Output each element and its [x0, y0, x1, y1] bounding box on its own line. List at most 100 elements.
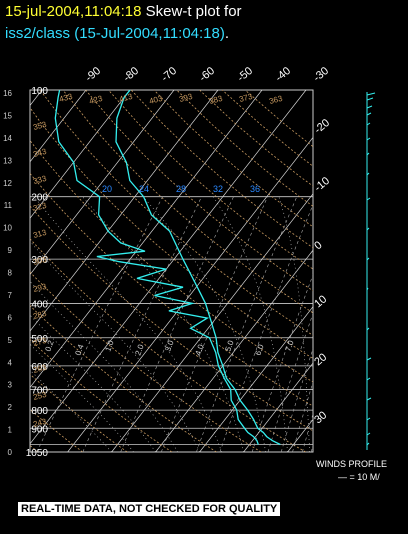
dry-adiabat-label: 373 [238, 92, 254, 104]
right-temperature-label: -10 [312, 175, 332, 194]
height-tick-label: 4 [8, 358, 13, 367]
wind-barb [366, 287, 369, 291]
wind-barb [366, 417, 371, 421]
moist-adiabat-line [30, 240, 200, 452]
moist-adiabat-label: 2.0 [133, 343, 145, 357]
winds-profile-label: WINDS PROFILE [316, 459, 388, 469]
height-tick-label: 0 [8, 448, 13, 457]
title-text: Skew-t plot for [145, 3, 242, 20]
dry-adiabat-line [30, 305, 217, 452]
dry-adiabat-label: 253 [32, 390, 48, 402]
pressure-tick-label: 100 [31, 86, 48, 97]
right-temperature-label: 0 [312, 239, 324, 252]
top-temperature-label: -40 [273, 65, 293, 84]
height-tick-label: 14 [3, 134, 12, 143]
dry-adiabat-line [30, 107, 313, 359]
isotherm-line [30, 90, 175, 276]
height-tick-label: 9 [8, 246, 13, 255]
mixing-ratio-line [196, 196, 298, 452]
dry-adiabat-label: 283 [32, 309, 48, 321]
isotherm-line [243, 362, 313, 452]
temperature-profile-line [115, 90, 281, 446]
pressure-tick-label: 700 [31, 386, 48, 397]
dry-adiabat-label: 353 [32, 120, 48, 132]
pressure-tick-label: 800 [31, 406, 48, 417]
mixing-ratio-line [120, 196, 234, 452]
mixing-ratio-line [251, 273, 313, 452]
isotherm-line [376, 90, 408, 452]
wind-barb [366, 172, 370, 176]
wind-barb [366, 152, 370, 156]
pressure-tick-label: 300 [31, 255, 48, 266]
dry-adiabat-line [30, 339, 173, 452]
top-temperature-label: -80 [121, 65, 141, 84]
right-temperature-label: 10 [312, 293, 329, 310]
isotherm-line [30, 90, 87, 163]
height-tick-label: 16 [3, 89, 12, 98]
height-tick-label: 5 [8, 336, 13, 345]
height-tick-label: 7 [8, 291, 13, 300]
dry-adiabat-label: 313 [32, 228, 48, 240]
dry-adiabat-line [30, 205, 313, 432]
dry-adiabat-label: 333 [32, 174, 48, 186]
height-tick-label: 12 [3, 179, 12, 188]
mixing-ratio-label: 32 [213, 184, 223, 194]
mixing-ratio-line [302, 412, 313, 452]
wind-barb [366, 105, 373, 109]
wind-barb [366, 137, 371, 141]
moist-adiabat-label: 5.0 [223, 339, 235, 353]
dry-adiabat-label: 413 [118, 92, 134, 104]
dry-adiabat-label: 293 [32, 282, 48, 294]
dry-adiabat-line [30, 172, 313, 407]
subtitle-end: . [224, 25, 230, 42]
height-tick-label: 1 [8, 426, 13, 435]
dry-adiabat-line [30, 408, 83, 452]
isotherm-line [30, 90, 219, 332]
dry-adiabat-label: 363 [268, 94, 284, 106]
plot-frame [29, 89, 314, 453]
wind-barb [366, 432, 371, 436]
dry-adiabat-line [30, 444, 39, 452]
dry-adiabat-label: 323 [32, 201, 48, 213]
dry-adiabat-line [176, 90, 313, 207]
wind-barb [366, 122, 371, 126]
wind-barb [366, 377, 371, 381]
dewpoint-profile-line [54, 90, 259, 445]
dry-adiabat-label: 243 [32, 417, 48, 429]
dry-adiabat-line [62, 90, 313, 314]
dry-adiabat-label: 423 [88, 94, 104, 106]
dry-adiabat-label: 343 [32, 147, 48, 159]
dry-adiabat-label: 273 [32, 336, 48, 348]
mixing-ratio-label: 24 [139, 184, 149, 194]
top-temperature-label: -90 [83, 65, 103, 84]
dry-adiabat-label: 383 [208, 94, 224, 106]
isotherm-line [30, 90, 307, 445]
moist-adiabat-label: 3.0 [163, 339, 175, 353]
wind-barb [366, 397, 372, 401]
winds-key: — = 10 M/ [338, 472, 380, 482]
pressure-tick-label: 600 [31, 362, 48, 373]
dry-adiabat-line [30, 139, 313, 383]
moist-adiabat-label: 0.2 [43, 339, 55, 353]
mixing-ratio-label: 28 [176, 184, 186, 194]
moist-adiabat-label: 7.0 [283, 339, 295, 353]
title-time: 15-jul-2004,11:04:18 [5, 3, 142, 20]
height-tick-label: 15 [3, 111, 12, 120]
right-temperature-label: 30 [312, 409, 329, 426]
moist-adiabat-line [82, 196, 244, 452]
right-temperature-label: -20 [312, 117, 332, 136]
wind-barb [366, 227, 370, 231]
height-tick-label: 2 [8, 403, 13, 412]
right-temperature-label: 20 [312, 351, 329, 368]
moist-adiabat-line [278, 196, 310, 452]
top-temperature-label: -70 [159, 65, 179, 84]
dry-adiabat-line [108, 90, 313, 270]
dry-adiabat-label: 303 [32, 255, 48, 267]
wind-barb [366, 112, 372, 116]
dry-adiabat-line [222, 90, 313, 167]
moist-adiabat-line [33, 196, 222, 452]
wind-barb [366, 327, 370, 331]
mixing-ratio-line [292, 381, 313, 452]
wind-barb [366, 92, 376, 96]
dry-adiabat-label: 433 [58, 92, 74, 104]
